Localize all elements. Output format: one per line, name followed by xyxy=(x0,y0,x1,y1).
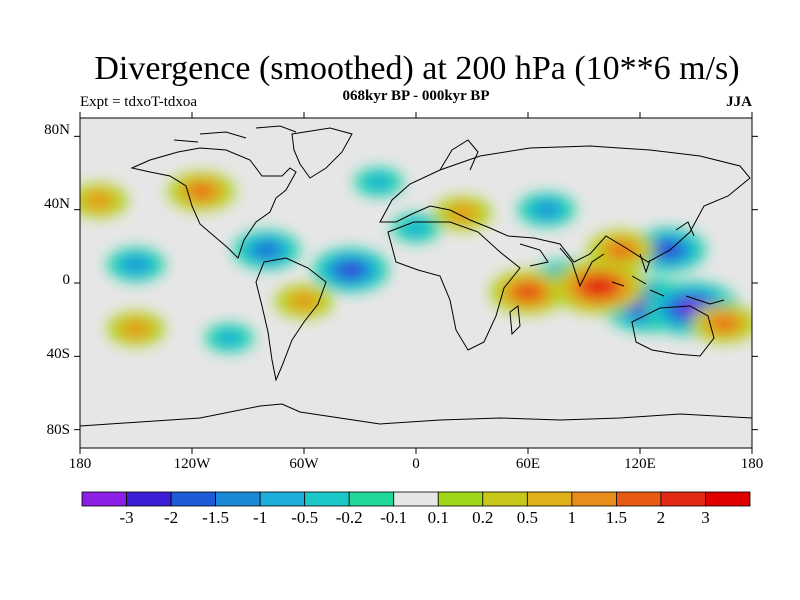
colorbar-box-7 xyxy=(393,491,439,507)
divergence-cell-14-3 xyxy=(88,194,109,207)
coast-south-america xyxy=(255,257,327,382)
coast-canadian-archipelago xyxy=(173,125,297,143)
lon-label-0: 0 xyxy=(412,456,420,472)
divergence-cell-2-5 xyxy=(341,264,360,276)
colorbar-label: 3 xyxy=(701,508,710,527)
divergence-cell-8-4 xyxy=(611,244,631,256)
colorbar-label: -0.1 xyxy=(380,508,408,527)
figure-title: Divergence (smoothed) at 200 hPa (10**6 … xyxy=(94,50,740,87)
divergence-cell-6-5 xyxy=(518,286,538,298)
coastlines xyxy=(80,125,752,427)
colorbar-label: 0.1 xyxy=(427,508,449,527)
lat-label-40s: 40S xyxy=(46,346,70,362)
lon-label-120e: 120E xyxy=(624,456,656,472)
axis-ticks xyxy=(74,112,758,454)
colorbar xyxy=(81,491,751,507)
figure-subtitle: 068kyr BP - 000kyr BP xyxy=(342,88,490,104)
divergence-cell-13-3 xyxy=(452,207,473,220)
colorbar-label: -1 xyxy=(253,508,268,527)
coast-greenland xyxy=(291,127,353,179)
divergence-cell-10-3 xyxy=(125,322,147,335)
lon-label-60e: 60E xyxy=(515,456,541,472)
coast-antarctica xyxy=(80,403,752,427)
colorbar-box-3 xyxy=(215,491,261,507)
lat-label-80n: 80N xyxy=(44,122,70,138)
divergence-cell-16-2 xyxy=(367,175,390,189)
colorbar-label: 0.2 xyxy=(472,508,494,527)
lat-label-0: 0 xyxy=(62,272,71,288)
lon-label-60w: 60W xyxy=(289,456,319,472)
colorbar-box-10 xyxy=(526,491,573,507)
colorbar-box-14 xyxy=(705,491,751,507)
coast-africa xyxy=(387,221,521,351)
coast-north-america xyxy=(130,147,297,259)
divergence-cell-18-2 xyxy=(218,331,241,345)
colorbar-label: -0.5 xyxy=(291,508,319,527)
colorbar-label: -1.5 xyxy=(202,508,230,527)
colorbar-box-9 xyxy=(482,491,528,507)
lon-label-120w: 120W xyxy=(173,456,211,472)
divergence-cell-7-6 xyxy=(589,280,609,293)
divergence-cell-11-3 xyxy=(293,295,315,308)
coast-scandinavia xyxy=(439,139,479,171)
colorbar-box-6 xyxy=(348,491,395,507)
coast-eurasia xyxy=(379,145,751,263)
colorbar-box-13 xyxy=(660,491,706,507)
colorbar-label: 1 xyxy=(567,508,577,527)
coast-madagascar xyxy=(509,305,521,336)
coast-arabia-india xyxy=(519,243,605,288)
colorbar-box-8 xyxy=(437,491,484,507)
coast-maritime xyxy=(611,221,725,305)
colorbar-box-12 xyxy=(616,491,662,507)
divergence-cell-12-4 xyxy=(191,185,211,197)
colorbar-label: -2 xyxy=(163,508,179,527)
colorbar-label: 2 xyxy=(656,508,666,527)
divergence-cell-17-3 xyxy=(125,258,147,271)
colorbar-box-4 xyxy=(259,491,306,507)
colorbar-label: -0.2 xyxy=(335,508,363,527)
divergence-cell-3-4 xyxy=(257,244,277,256)
colorbar-box-2 xyxy=(170,491,216,507)
lon-label-180w: 180 xyxy=(68,456,92,472)
experiment-label: Expt = tdxoT-tdxoa xyxy=(80,94,198,110)
lat-label-40n: 40N xyxy=(44,196,70,212)
colorbar-box-1 xyxy=(126,491,172,507)
map-plot-area xyxy=(80,118,752,448)
colorbar-box-0 xyxy=(81,491,127,507)
colorbar-label: 0.5 xyxy=(516,508,538,527)
divergence-cell-9-4 xyxy=(714,317,734,329)
colorbar-label: -3 xyxy=(119,508,134,527)
colorbar-label: 1.5 xyxy=(605,508,628,527)
season-label: JJA xyxy=(726,94,752,110)
colorbar-box-5 xyxy=(304,491,350,507)
lon-label-180e: 180 xyxy=(740,456,764,472)
lat-label-80s: 80S xyxy=(46,422,70,438)
divergence-cell-19-2 xyxy=(405,221,427,235)
divergence-cell-15-3 xyxy=(536,203,557,216)
coast-australia xyxy=(631,305,715,357)
colorbar-box-11 xyxy=(571,491,617,507)
